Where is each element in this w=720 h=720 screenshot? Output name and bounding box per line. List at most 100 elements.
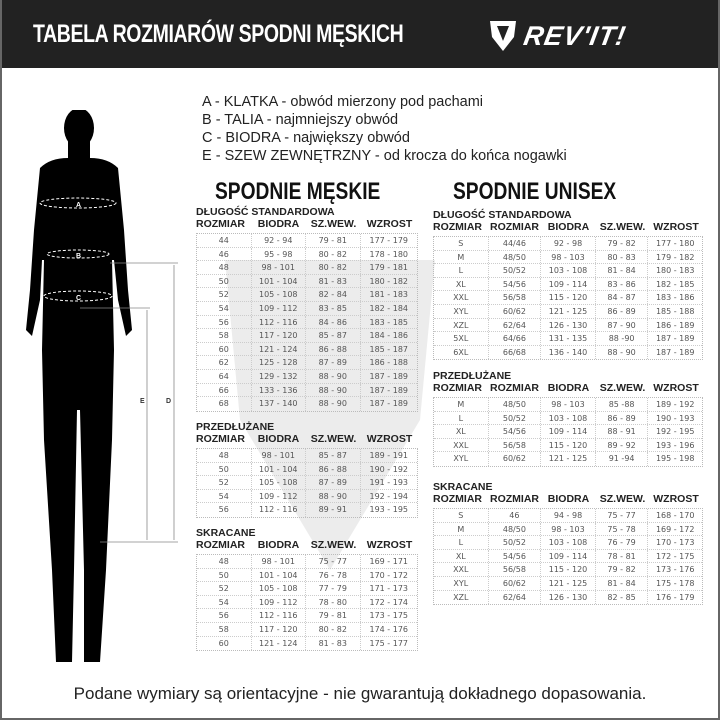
table-cell: 56/58 — [489, 291, 542, 304]
table-row: 46 95 - 98 80 - 82 178 - 180 — [197, 247, 417, 262]
table-cell: 169 - 171 — [369, 557, 408, 566]
unisex-standard-table: DŁUGOŚĆ STANDARDOWA ROZMIAR ROZMIAR BIODRA S… — [433, 209, 703, 361]
column-header: ROZMIAR — [490, 493, 539, 505]
table-cell: 50/52 — [489, 536, 542, 549]
column-header: ROZMIAR — [490, 382, 539, 394]
table-title: SKRACANE — [433, 481, 493, 493]
table-cell: 125 - 128 — [252, 356, 306, 369]
table-cell: 48/50 — [489, 522, 542, 536]
table-cell: 62/64 — [489, 590, 542, 605]
table-header-row: ROZMIAR BIODRA SZ.WEW. WZROST — [196, 539, 418, 552]
table-cell: 103 - 108 — [541, 536, 596, 549]
table-cell: 50 — [197, 462, 252, 476]
table-cell: 95 - 98 — [252, 247, 306, 261]
table-header-row: ROZMIAR BIODRA SZ.WEW. WZROST — [196, 218, 418, 231]
table-cell: 88 - 90 — [306, 369, 361, 383]
column-header: ROZMIAR — [433, 382, 482, 394]
table-cell: 170 - 172 — [369, 570, 408, 580]
table-cell: 84 - 87 — [596, 291, 649, 304]
unisex-long-table: PRZEDŁUŻANE ROZMIAR ROZMIAR BIODRA SZ.WEW. WZ… — [433, 370, 703, 467]
table-cell: 54 — [197, 595, 252, 609]
column-header: SZ.WEW. — [599, 221, 646, 233]
label-e: E — [140, 398, 145, 405]
table-cell: 88 - 90 — [306, 383, 361, 397]
table-cell: 84 - 86 — [306, 315, 361, 329]
table-cell: 183 - 185 — [369, 317, 408, 327]
table-row: XXL 56/58 115 - 120 89 - 92 193 - 196 — [434, 438, 702, 453]
table-cell: 88 - 90 — [306, 397, 361, 411]
table-row: XYL 60/62 121 - 125 81 - 84 175 - 178 — [434, 576, 702, 591]
table-cell: 56/58 — [489, 438, 542, 452]
table-cell: 105 - 108 — [252, 582, 306, 595]
table-cell: 126 - 130 — [541, 318, 596, 332]
table-cell: 189 - 192 — [655, 400, 695, 409]
mens-section-title: SPODNIE MĘSKIE — [215, 178, 381, 205]
table-cell: 136 - 140 — [541, 345, 596, 360]
table-cell: 88 - 90 — [596, 345, 649, 360]
table-cell: XYL — [434, 304, 489, 318]
table-cell: 105 - 108 — [252, 288, 306, 301]
table-cell: 187 - 189 — [655, 334, 695, 344]
table-row: XL 54/56 109 - 114 83 - 86 182 - 185 — [434, 277, 702, 292]
table-row: 56 112 - 116 89 - 91 193 - 195 — [197, 503, 417, 517]
table-cell: 77 - 79 — [306, 582, 361, 595]
table-row: M 48/50 98 - 103 80 - 83 179 - 182 — [434, 250, 702, 265]
table-row: 68 137 - 140 88 - 90 187 - 189 — [197, 397, 417, 411]
table-cell: 60/62 — [489, 304, 542, 318]
table-cell: 98 - 101 — [252, 261, 306, 274]
table-cell: 168 - 170 — [655, 511, 695, 520]
column-header: BIODRA — [257, 539, 300, 551]
column-header: SZ.WEW. — [310, 433, 357, 445]
column-header: SZ.WEW. — [599, 382, 646, 394]
table-cell: 88 -90 — [596, 332, 649, 345]
table-cell: 170 - 173 — [655, 538, 695, 548]
table-cell: 46 — [197, 247, 252, 261]
table-cell: 103 - 108 — [541, 264, 596, 277]
table-cell: 52 — [197, 476, 252, 489]
table-cell: 75 - 78 — [596, 522, 649, 536]
column-header: SZ.WEW. — [599, 493, 646, 505]
table-cell: XZL — [434, 590, 489, 605]
table-row: 6XL 66/68 136 - 140 88 - 90 187 - 189 — [434, 345, 702, 360]
table-body: 44 92 - 94 79 - 81 177 - 179 46 95 - 98 80 - 8… — [196, 233, 418, 412]
column-header: BIODRA — [547, 493, 590, 505]
table-cell: XXL — [434, 438, 489, 452]
table-cell: 86 - 89 — [596, 304, 649, 318]
table-row: XL 54/56 109 - 114 78 - 81 172 - 175 — [434, 549, 702, 564]
table-cell: 81 - 84 — [596, 264, 649, 277]
table-cell: 92 - 98 — [541, 237, 596, 250]
table-cell: 56 — [197, 609, 252, 622]
table-cell: 103 - 108 — [541, 411, 596, 425]
table-cell: 85 - 87 — [306, 329, 361, 342]
label-a: A — [76, 202, 81, 209]
table-cell: 171 - 173 — [369, 584, 408, 594]
table-body: M 48/50 98 - 103 85 -88 189 - 192 L 50/52 103 -… — [433, 397, 703, 467]
column-header: ROZMIAR — [196, 539, 245, 551]
table-row: 44 92 - 94 79 - 81 177 - 179 — [197, 234, 417, 248]
table-row: L 50/52 103 - 108 86 - 89 190 - 193 — [434, 411, 702, 426]
table-cell: 187 - 189 — [369, 371, 408, 381]
table-cell: 66 — [197, 383, 252, 397]
label-b: B — [76, 253, 81, 260]
column-header: ROZMIAR — [196, 433, 245, 445]
table-cell: 89 - 91 — [306, 503, 361, 517]
table-cell: 101 - 104 — [252, 462, 306, 476]
table-cell: 191 - 193 — [369, 478, 408, 488]
table-cell: 6XL — [434, 345, 489, 360]
table-cell: S — [434, 237, 489, 250]
table-row: 64 129 - 132 88 - 90 187 - 189 — [197, 369, 417, 384]
table-cell: M — [434, 250, 489, 264]
column-header: BIODRA — [257, 433, 300, 445]
table-cell: 89 - 92 — [596, 438, 649, 452]
table-cell: XL — [434, 425, 489, 438]
table-cell: 58 — [197, 622, 252, 636]
legend-item: A - KLATKA - obwód mierzony pod pachami — [202, 94, 484, 110]
table-cell: 79 - 81 — [306, 609, 361, 622]
table-cell: 98 - 101 — [252, 449, 306, 462]
table-row: 56 112 - 116 84 - 86 183 - 185 — [197, 315, 417, 330]
table-cell: 179 - 182 — [655, 252, 695, 262]
table-cell: 80 - 82 — [306, 247, 361, 261]
table-cell: 60 — [197, 636, 252, 651]
body-silhouette: A B C E D — [26, 110, 178, 662]
